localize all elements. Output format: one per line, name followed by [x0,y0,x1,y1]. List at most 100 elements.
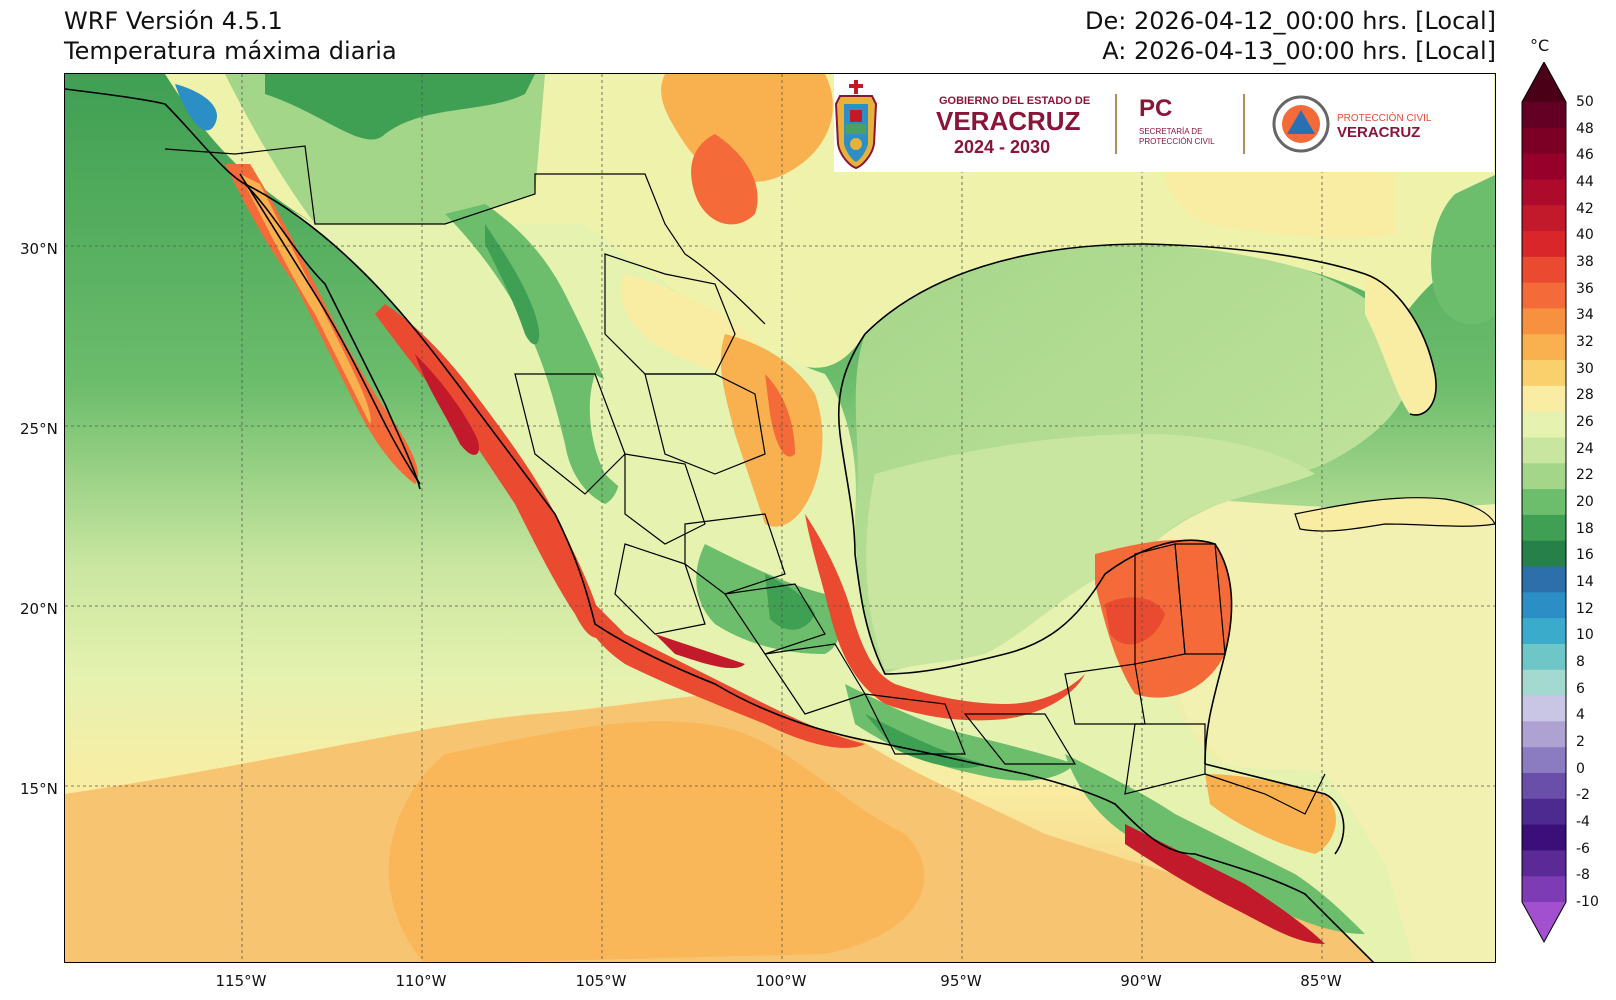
colorbar-tick-label: 10 [1576,627,1594,644]
lon-label-115w: 115°W [215,972,267,990]
colorbar-tick-label: 14 [1576,574,1594,590]
lon-label-90w: 90°W [1120,972,1162,990]
pc-title: PC [1139,95,1172,122]
us-mexico-border [164,145,766,325]
state-jalisco [614,543,706,635]
colorbar-tick-label: -4 [1576,814,1590,830]
colorbar-tick-label: -6 [1576,840,1590,857]
cuba [1294,497,1495,532]
atlantic-cool [1431,174,1495,325]
colorbar-segment [1522,334,1566,361]
baja-west-coast [65,88,421,490]
us-gulf-coast [864,243,1437,416]
colorbar-segment [1522,721,1566,748]
header-left: WRF Versión 4.5.1 Temperatura máxima dia… [64,6,397,66]
colorbar-segment [1522,102,1566,129]
lon-label-110w: 110°W [395,972,447,990]
cold-peaks [175,84,217,131]
colorbar-segment [1522,489,1566,516]
colorbar-segment [1522,282,1566,309]
sierra-madre-high [485,224,540,345]
yucatan-peninsula [1095,539,1232,698]
veracruz-coast [805,514,1085,721]
colorbar-segment [1522,643,1566,671]
lon-label-105w: 105°W [575,972,627,990]
model-version: WRF Versión 4.5.1 [64,7,283,35]
colorbar-tick-label: 26 [1576,414,1594,430]
colorbar-tick-label: 8 [1576,654,1585,670]
lat-label-25n: 25°N [20,420,58,438]
pc-line1: SECRETARÍA DE [1139,127,1202,136]
colorbar-tick-label: 24 [1576,440,1594,457]
state-chiapas [963,713,1077,765]
michoacan-guerrero-coast [565,574,865,748]
state-central [723,583,826,655]
colorbar-tick-label: 18 [1576,520,1594,537]
map-canvas [65,74,1495,962]
colorbar-tick-label: 44 [1576,174,1594,190]
colorbar-segment [1522,256,1566,284]
colorbar-segment [1522,231,1566,258]
colorbar-tick-label: 34 [1576,307,1594,324]
colorbar-segment [1522,669,1566,697]
coastlines [65,88,1437,962]
colorbar-tick-label: 50 [1576,94,1594,110]
colorbar-segment [1522,308,1566,335]
colorbar-segment [1522,618,1566,645]
colorbar-segment [1522,127,1566,155]
state-chihuahua [604,253,736,375]
logo-banner: GOBIERNO DEL ESTADO DE VERACRUZ 2024 - 2… [834,74,1494,172]
colorbar-tick-label: 4 [1576,707,1585,724]
colorbar-segment [1522,824,1566,851]
nuevo-leon-warm [720,334,823,527]
veracruz-coat-of-arms-icon [834,80,878,170]
caribbean-sea [1145,494,1495,962]
colorbar-tick-label: 36 [1576,280,1594,297]
variable-title: Temperatura máxima diaria [64,37,397,65]
prot-line1: PROTECCIÓN CIVIL [1337,111,1432,124]
mexico-city-cool [765,574,815,630]
honduras-border [1204,773,1326,815]
sinaloa-extreme [415,354,480,455]
colorbar-tick-label: 28 [1576,387,1594,404]
colorbar-tick-label: 22 [1576,467,1594,484]
colorbar-segment [1522,772,1566,800]
pc-line2: PROTECCIÓN CIVIL [1139,137,1215,146]
gulf-south [866,434,1315,669]
oaxaca-mountains [845,684,1075,781]
baja-east-coast [239,173,421,485]
date-to: A: 2026-04-13_00:00 hrs. [Local] [1102,37,1496,65]
proteccion-civil-icon [1272,95,1330,153]
colorbar-tick-label: 38 [1576,254,1594,270]
colorbar-segment [1522,566,1566,593]
colorbar-extend-min [1522,902,1566,942]
gov-line2: VERACRUZ [936,106,1081,136]
colorbar-unit: °C [1530,36,1550,55]
lon-label-95w: 95°W [940,972,982,990]
colorbar-tick-label: 16 [1576,547,1594,564]
colorbar-segment [1522,179,1566,206]
guatemala-highlands [1065,754,1365,934]
hot-spot-north [691,134,758,225]
lat-label-15n: 15°N [20,780,58,798]
colorbar-segment [1522,747,1566,774]
colorbar-tick-label: 6 [1576,680,1585,697]
colorbar-tick-label: 46 [1576,147,1594,164]
colorbar-tick-label: 40 [1576,227,1594,244]
colorbar-segment [1522,850,1566,877]
state-oaxaca [863,693,966,755]
colorbar-tick-label: -10 [1576,894,1599,910]
date-from: De: 2026-04-12_00:00 hrs. [Local] [1085,7,1496,35]
colorbar [1521,62,1567,944]
colorbar-tick-label: -8 [1576,867,1590,884]
southeast-us [1164,159,1395,239]
colorbar-tick-label: 30 [1576,360,1594,377]
gridlines [65,74,1495,962]
colorbar-segment [1522,514,1566,542]
ne-hot-streak [765,374,795,457]
gulf-coast [837,333,1233,765]
colorbar-segment [1522,798,1566,826]
baja-interior [240,174,371,424]
colorbar-tick-label: 48 [1576,120,1594,137]
lat-label-20n: 20°N [20,600,58,618]
